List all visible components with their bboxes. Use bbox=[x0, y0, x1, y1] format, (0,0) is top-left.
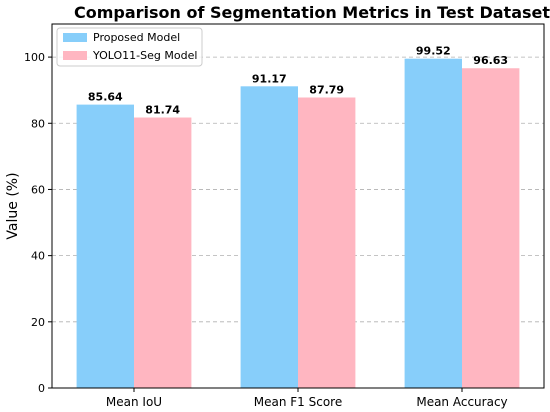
y-tick-label: 80 bbox=[31, 117, 45, 130]
bar-proposed bbox=[240, 86, 298, 388]
chart-title: Comparison of Segmentation Metrics in Te… bbox=[74, 3, 550, 22]
bars bbox=[76, 58, 520, 389]
y-tick-label: 60 bbox=[31, 183, 45, 196]
legend: Proposed Model YOLO11-Seg Model bbox=[56, 27, 203, 67]
legend-swatch-yolo bbox=[63, 51, 87, 60]
legend-box bbox=[56, 27, 203, 67]
legend-label-yolo: YOLO11-Seg Model bbox=[92, 49, 197, 62]
data-label: 96.63 bbox=[473, 54, 508, 67]
data-label: 81.74 bbox=[145, 104, 180, 117]
data-labels: 85.64 91.17 99.52 81.74 87.79 96.63 bbox=[88, 45, 508, 117]
bar-yolo bbox=[462, 68, 520, 388]
bar-yolo bbox=[298, 97, 356, 389]
bar-yolo bbox=[134, 117, 192, 389]
y-tick-label: 40 bbox=[31, 250, 45, 263]
x-axis-ticks: Mean IoU Mean F1 Score Mean Accuracy bbox=[106, 388, 508, 409]
x-tick-label: Mean F1 Score bbox=[254, 395, 342, 409]
y-tick-label: 20 bbox=[31, 316, 45, 329]
x-tick-label: Mean Accuracy bbox=[416, 395, 507, 409]
y-axis-title: Value (%) bbox=[5, 172, 21, 239]
bar-proposed bbox=[404, 58, 462, 389]
legend-label-proposed: Proposed Model bbox=[93, 31, 180, 44]
data-label: 91.17 bbox=[252, 72, 287, 85]
data-label: 99.52 bbox=[416, 45, 451, 58]
data-label: 87.79 bbox=[309, 83, 344, 96]
legend-swatch-proposed bbox=[63, 33, 87, 42]
y-tick-label: 0 bbox=[38, 382, 45, 395]
y-tick-label: 100 bbox=[24, 51, 45, 64]
bar-proposed bbox=[76, 104, 134, 389]
x-tick-label: Mean IoU bbox=[106, 395, 162, 409]
data-label: 85.64 bbox=[88, 91, 123, 104]
y-axis-ticks: 0 20 40 60 80 100 bbox=[24, 51, 52, 395]
